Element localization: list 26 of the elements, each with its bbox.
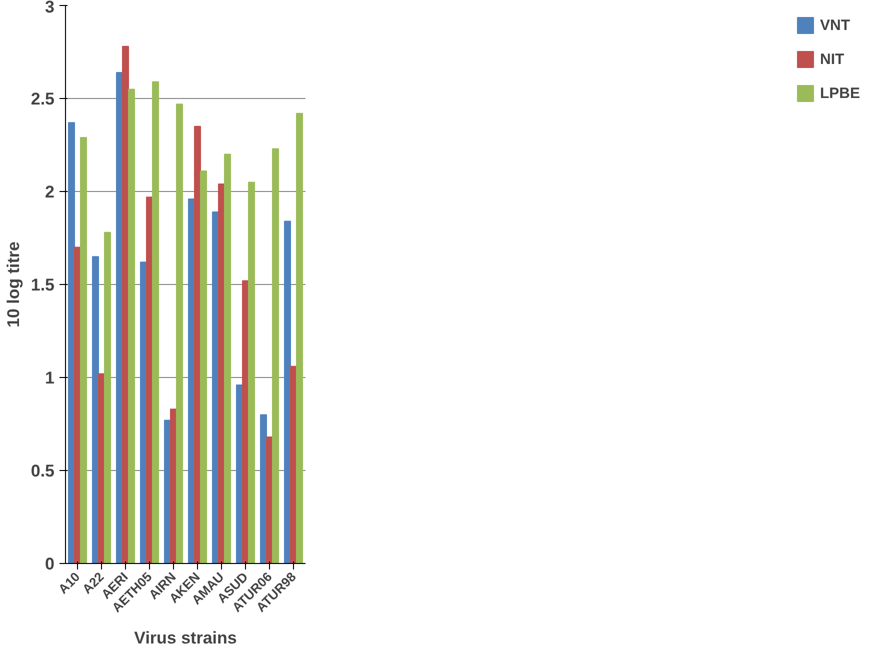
bar bbox=[296, 112, 303, 564]
bar bbox=[152, 81, 159, 564]
bar bbox=[176, 104, 183, 564]
y-tick-label: 0 bbox=[45, 554, 55, 574]
y-tick-label: 2 bbox=[45, 182, 55, 202]
y-tick-label: 1 bbox=[45, 368, 55, 388]
bar bbox=[92, 256, 99, 564]
y-axis-title: 10 log titre bbox=[4, 242, 23, 328]
y-tick-label: 2.5 bbox=[30, 90, 55, 108]
bar bbox=[224, 154, 231, 564]
y-tick-label: 3 bbox=[45, 0, 55, 16]
y-tick-label: 0.5 bbox=[30, 462, 55, 480]
y-tick-label: 1.5 bbox=[30, 276, 55, 294]
legend-label: LPBE bbox=[820, 84, 860, 102]
x-tick-label: A10 bbox=[55, 569, 83, 597]
bar bbox=[128, 88, 135, 564]
x-axis-title: Virus strains bbox=[134, 628, 237, 648]
bar bbox=[68, 122, 75, 564]
bar bbox=[272, 148, 279, 564]
legend-label: VNT bbox=[820, 16, 850, 34]
bar bbox=[104, 232, 111, 564]
bar bbox=[284, 220, 291, 564]
bar bbox=[80, 137, 87, 564]
legend-label: NIT bbox=[820, 50, 844, 68]
bar bbox=[200, 170, 207, 564]
bar bbox=[248, 182, 255, 564]
